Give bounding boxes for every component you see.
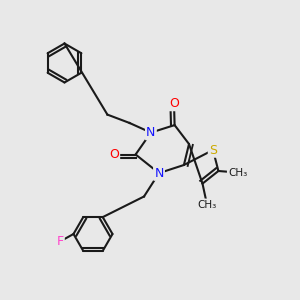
Text: CH₃: CH₃ — [228, 167, 247, 178]
Text: O: O — [169, 97, 179, 110]
Text: CH₃: CH₃ — [197, 200, 217, 210]
Text: S: S — [209, 143, 217, 157]
Text: O: O — [109, 148, 119, 161]
Text: N: N — [146, 126, 156, 139]
Text: N: N — [154, 167, 164, 180]
Text: F: F — [56, 235, 64, 248]
